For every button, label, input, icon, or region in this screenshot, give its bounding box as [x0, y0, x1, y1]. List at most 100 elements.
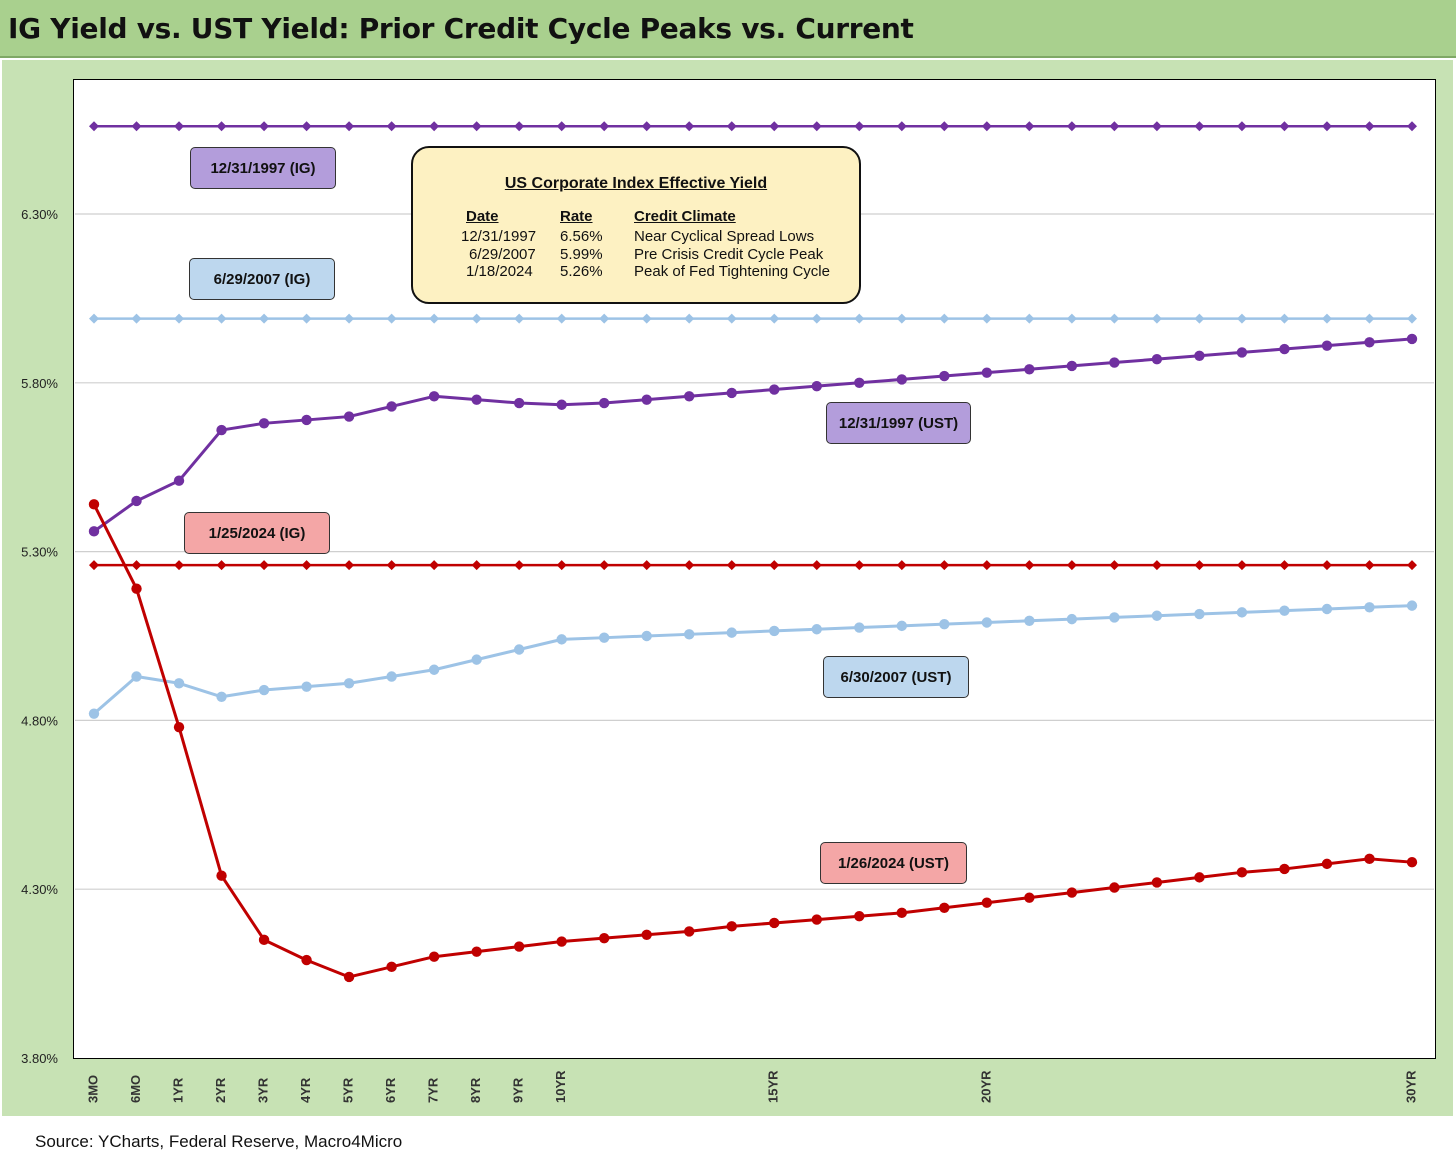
data-point	[1024, 560, 1035, 571]
data-point	[216, 121, 227, 132]
info-box-title: US Corporate Index Effective Yield	[504, 175, 768, 192]
data-point	[174, 121, 185, 132]
data-point	[1194, 121, 1205, 132]
data-point	[726, 387, 737, 399]
data-point	[514, 313, 525, 324]
data-point	[811, 624, 822, 635]
data-point	[259, 121, 270, 132]
data-point	[981, 617, 993, 628]
data-point	[1151, 610, 1163, 621]
data-point	[131, 671, 142, 682]
data-point	[471, 946, 482, 957]
data-point	[556, 313, 567, 324]
info-box: US Corporate Index Effective Yield Date …	[411, 146, 861, 304]
label-ust-2007: 6/30/2007 (UST)	[823, 656, 969, 698]
data-point	[1236, 347, 1248, 358]
data-point	[173, 678, 185, 689]
data-point	[89, 121, 99, 132]
info-row-climate: Pre Crisis Credit Cycle Peak	[634, 246, 824, 263]
series-line	[93, 337, 1413, 533]
data-point	[854, 313, 865, 324]
data-point	[1364, 853, 1375, 865]
data-point	[1066, 121, 1077, 132]
data-point	[513, 941, 525, 952]
data-point	[684, 121, 695, 132]
data-point	[386, 401, 397, 412]
data-point	[386, 313, 397, 324]
data-point	[769, 917, 780, 929]
data-point	[556, 560, 567, 571]
data-point	[811, 121, 822, 132]
data-point	[1321, 603, 1333, 615]
data-point	[216, 424, 227, 436]
data-point	[173, 721, 185, 733]
data-point	[174, 313, 185, 324]
data-point	[1406, 333, 1418, 345]
data-point	[1024, 364, 1035, 375]
data-point	[726, 627, 737, 638]
data-point	[599, 121, 610, 132]
data-point	[1321, 121, 1332, 132]
data-point	[769, 313, 780, 324]
data-point	[811, 914, 822, 925]
data-point	[89, 313, 99, 324]
data-point	[1109, 560, 1120, 571]
data-point	[726, 121, 737, 132]
data-point	[386, 961, 397, 973]
data-point	[1109, 612, 1120, 623]
info-row-climate: Near Cyclical Spread Lows	[634, 228, 815, 245]
data-point	[343, 971, 355, 983]
data-point	[301, 560, 312, 571]
data-point	[1236, 560, 1247, 571]
data-point	[684, 560, 695, 571]
data-point	[556, 121, 567, 132]
data-point	[1109, 313, 1120, 324]
data-point	[1194, 608, 1205, 620]
y-tick-label: 5.80%	[21, 376, 58, 391]
x-tick-label: 1YR	[170, 1077, 185, 1103]
source-note: Source: YCharts, Federal Reserve, Macro4…	[35, 1132, 403, 1151]
data-point	[939, 121, 950, 132]
series-line	[92, 503, 1413, 979]
data-point	[429, 560, 440, 571]
label-ig-2024: 1/25/2024 (IG)	[184, 512, 330, 554]
data-point	[896, 121, 907, 132]
x-tick-label: 9YR	[511, 1077, 526, 1103]
data-point	[641, 929, 652, 940]
data-point	[1279, 863, 1290, 875]
data-point	[1279, 313, 1290, 324]
data-point	[1364, 560, 1375, 571]
data-point	[258, 684, 270, 696]
data-point	[88, 499, 100, 510]
x-tick-label: 3YR	[256, 1077, 271, 1103]
label-ust-2024: 1/26/2024 (UST)	[820, 842, 967, 884]
data-point	[769, 625, 780, 637]
series-line	[93, 604, 1413, 715]
info-row-date: 1/18/2024	[466, 263, 533, 280]
data-point	[1236, 121, 1247, 132]
data-point	[216, 870, 227, 881]
data-point	[726, 921, 737, 932]
info-header-rate: Rate	[560, 208, 593, 225]
x-tick-label: 7YR	[426, 1077, 441, 1103]
x-tick-label: 3MO	[85, 1075, 100, 1103]
data-point	[1406, 856, 1418, 868]
data-point	[939, 370, 950, 382]
data-point	[896, 620, 908, 632]
data-point	[1407, 560, 1417, 571]
data-point	[258, 934, 270, 946]
data-point	[131, 313, 142, 324]
data-point	[131, 121, 142, 132]
data-point	[1194, 313, 1205, 324]
data-point	[981, 313, 992, 324]
data-point	[896, 907, 908, 919]
data-point	[726, 313, 737, 324]
data-point	[1364, 337, 1375, 348]
label-ust-1997: 12/31/1997 (UST)	[826, 402, 971, 444]
x-tick-label: 15YR	[766, 1070, 781, 1103]
data-point	[1279, 605, 1290, 616]
data-point	[1024, 615, 1035, 627]
data-point	[1066, 560, 1077, 571]
data-point	[259, 560, 270, 571]
